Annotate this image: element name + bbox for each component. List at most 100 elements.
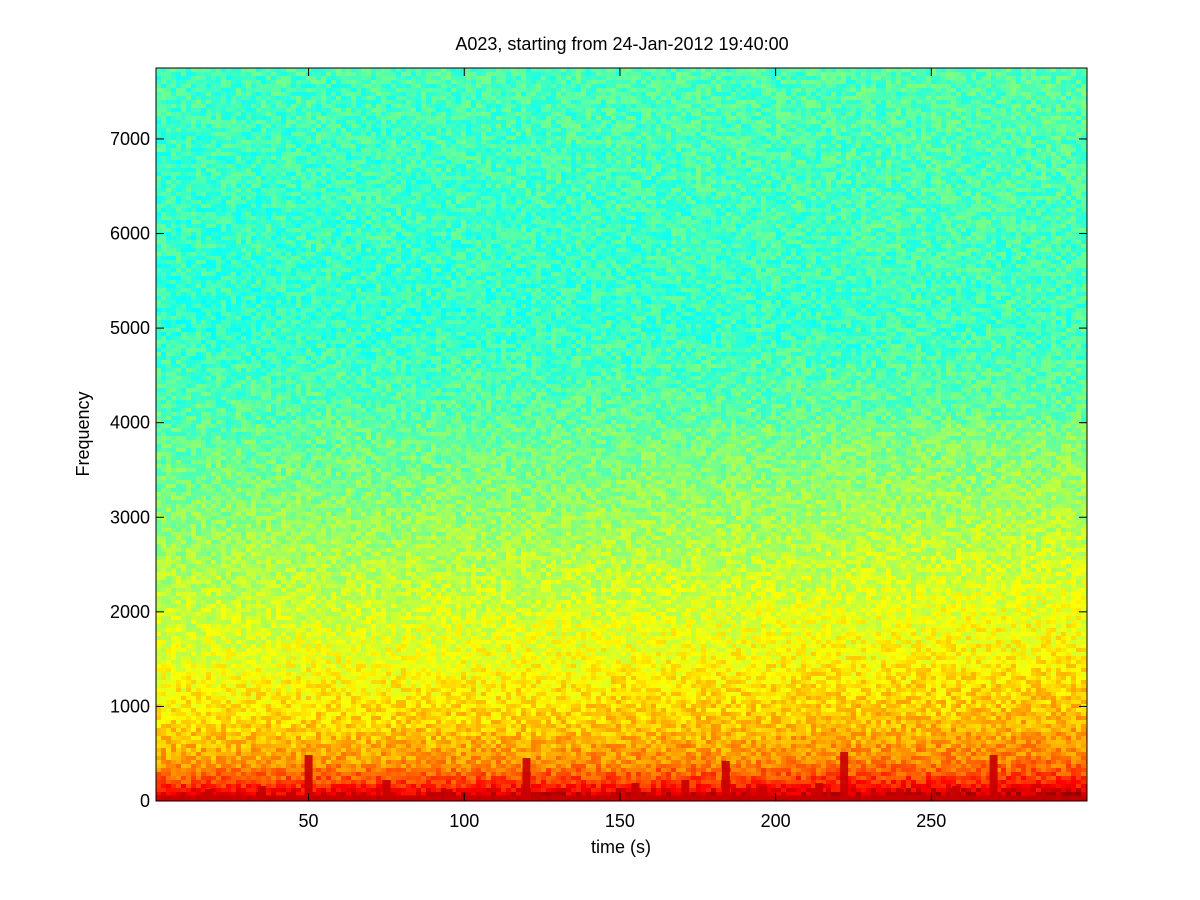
heatmap-cell [821, 124, 827, 129]
heatmap-cell [941, 124, 947, 129]
heatmap-cell [671, 144, 677, 149]
heatmap-cell [981, 116, 987, 121]
heatmap-cell [731, 144, 737, 149]
heatmap-cell [816, 84, 822, 89]
heatmap-cell [181, 144, 187, 149]
heatmap-cell [721, 164, 727, 169]
heatmap-cell [216, 152, 222, 157]
heatmap-cell [751, 112, 757, 117]
heatmap-cell [626, 84, 632, 89]
heatmap-cell [181, 88, 187, 93]
heatmap-cell [321, 172, 327, 177]
heatmap-cell [901, 168, 907, 173]
heatmap-cell [971, 80, 977, 85]
heatmap-cell [711, 80, 717, 85]
heatmap-cell [211, 104, 217, 109]
heatmap-cell [276, 84, 282, 89]
heatmap-cell [671, 156, 677, 161]
heatmap-cell [706, 76, 712, 81]
heatmap-cell [941, 152, 947, 157]
heatmap-cell [946, 68, 952, 73]
heatmap-cell [231, 164, 237, 169]
heatmap-cell [1071, 132, 1077, 137]
heatmap-cell [211, 168, 217, 173]
heatmap-cell [196, 116, 202, 121]
heatmap-cell [286, 72, 292, 77]
heatmap-cell [661, 120, 667, 125]
heatmap-cell [471, 160, 477, 165]
heatmap-cell [981, 140, 987, 145]
heatmap-cell [221, 116, 227, 121]
heatmap-cell [581, 124, 587, 129]
heatmap-cell [746, 156, 752, 161]
heatmap-cell [891, 144, 897, 149]
heatmap-cell [526, 80, 532, 85]
heatmap-cell [886, 152, 892, 157]
heatmap-cell [1026, 144, 1032, 149]
heatmap-cell [346, 68, 352, 73]
heatmap-cell [846, 144, 852, 149]
heatmap-cell [806, 68, 812, 73]
heatmap-cell [956, 144, 962, 149]
heatmap-cell [886, 160, 892, 165]
heatmap-cell [941, 164, 947, 169]
heatmap-cell [921, 128, 927, 133]
heatmap-cell [796, 156, 802, 161]
heatmap-cell [796, 136, 802, 141]
heatmap-cell [796, 108, 802, 113]
heatmap-cell [301, 80, 307, 85]
heatmap-cell [351, 168, 357, 173]
heatmap-cell [266, 72, 272, 77]
heatmap-cell [161, 116, 167, 121]
heatmap-cell [301, 156, 307, 161]
heatmap-cell [376, 152, 382, 157]
heatmap-cell [861, 100, 867, 105]
heatmap-cell [376, 116, 382, 121]
heatmap-cell [811, 128, 817, 133]
heatmap-cell [536, 116, 542, 121]
heatmap-cell [951, 88, 957, 93]
heatmap-cell [246, 144, 252, 149]
heatmap-cell [1071, 84, 1077, 89]
heatmap-cell [1011, 104, 1017, 109]
heatmap-cell [251, 96, 257, 101]
heatmap-cell [851, 104, 857, 109]
heatmap-cell [941, 96, 947, 101]
heatmap-cell [1016, 68, 1022, 73]
heatmap-cell [596, 72, 602, 77]
heatmap-cell [1001, 76, 1007, 81]
heatmap-cell [346, 156, 352, 161]
heatmap-cell [911, 120, 917, 125]
heatmap-cell [786, 68, 792, 73]
heatmap-cell [856, 112, 862, 117]
heatmap-cell [596, 136, 602, 141]
heatmap-cell [781, 152, 787, 157]
heatmap-cell [1066, 92, 1072, 97]
heatmap-cell [331, 112, 337, 117]
heatmap-cell [1066, 116, 1072, 121]
heatmap-cell [161, 112, 167, 117]
heatmap-cell [996, 88, 1002, 93]
heatmap-cell [826, 124, 832, 129]
heatmap-cell [866, 80, 872, 85]
heatmap-cell [1081, 116, 1087, 121]
heatmap-cell [596, 168, 602, 173]
heatmap-cell [341, 132, 347, 137]
heatmap-cell [1036, 128, 1042, 133]
heatmap-cell [191, 148, 197, 153]
heatmap-cell [426, 136, 432, 141]
heatmap-cell [1071, 124, 1077, 129]
heatmap-cell [491, 140, 497, 145]
heatmap-cell [166, 112, 172, 117]
heatmap-cell [666, 96, 672, 101]
heatmap-cell [921, 100, 927, 105]
heatmap-cell [556, 156, 562, 161]
heatmap-cell [736, 92, 742, 97]
heatmap-cell [891, 104, 897, 109]
heatmap-cell [841, 76, 847, 81]
heatmap-cell [271, 148, 277, 153]
heatmap-cell [871, 120, 877, 125]
heatmap-cell [736, 132, 742, 137]
heatmap-cell [1066, 168, 1072, 173]
heatmap-cell [596, 68, 602, 73]
